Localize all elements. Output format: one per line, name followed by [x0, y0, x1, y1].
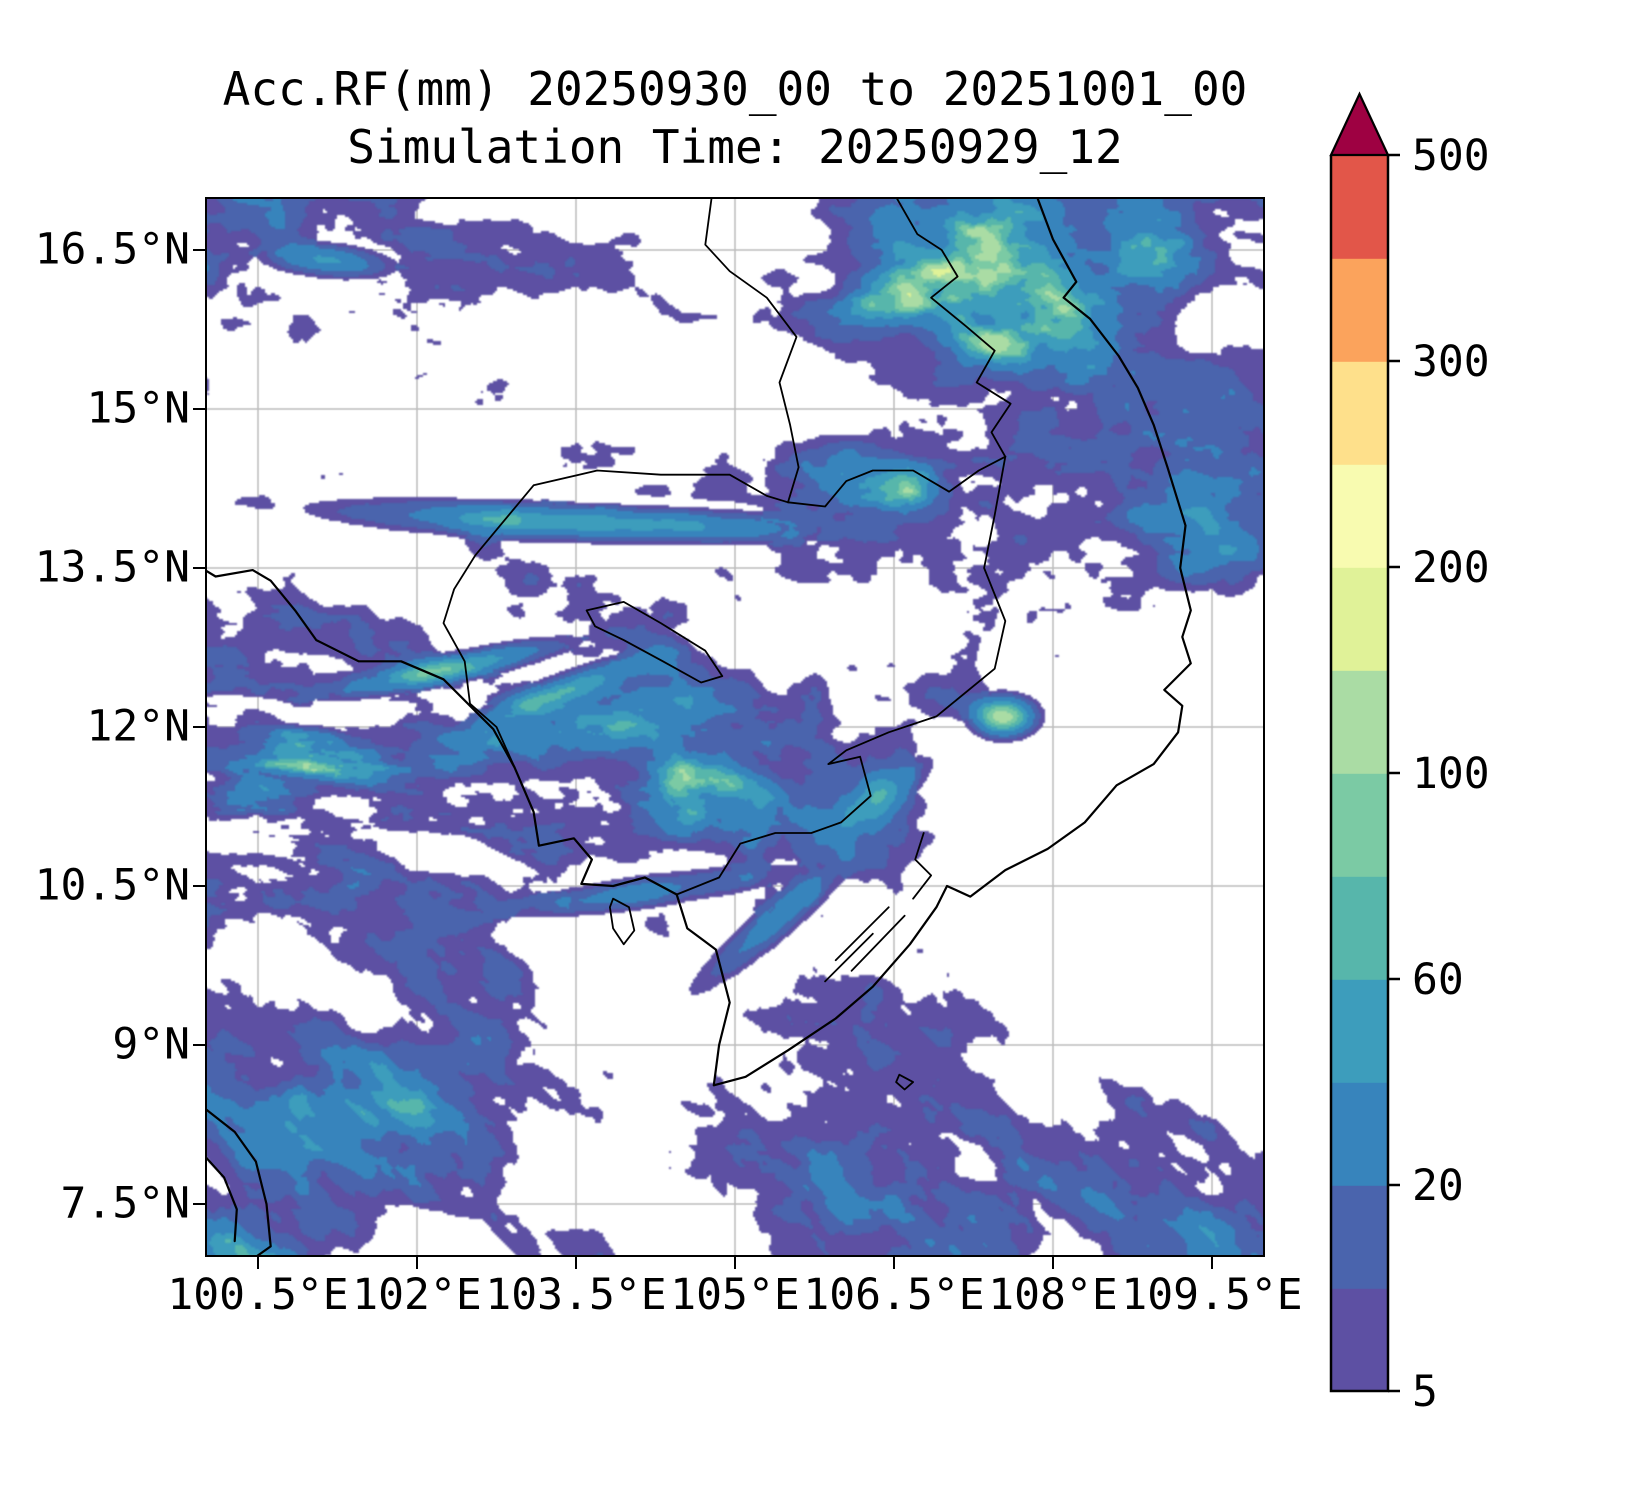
- colorbar-segment: [1331, 258, 1388, 362]
- x-tick-label: 106.5°E: [803, 1270, 985, 1320]
- map-boundary-line: [205, 1107, 272, 1257]
- map-boundary-line: [834, 906, 890, 962]
- x-tick-mark: [1051, 1257, 1055, 1269]
- x-tick-label: 100.5°E: [167, 1270, 349, 1320]
- map-boundary-line: [675, 455, 1007, 896]
- colorbar-segment: [1331, 464, 1388, 568]
- colorbar-segment: [1331, 567, 1388, 671]
- map-boundary-line: [787, 455, 1007, 508]
- colorbar: 5 20 60 100 200 300 500: [1329, 91, 1490, 1417]
- colorbar-segment: [1331, 773, 1388, 877]
- map-boundary-line: [205, 1155, 238, 1243]
- y-tick-mark: [193, 884, 205, 888]
- y-tick-mark: [193, 566, 205, 570]
- colorbar-segment: [1331, 670, 1388, 774]
- map-plot: [205, 197, 1265, 1257]
- y-tick-label: 10.5°N: [34, 860, 190, 911]
- map-boundary-line: [895, 1073, 914, 1091]
- colorbar-tick-label: 500: [1412, 131, 1490, 181]
- map-boundary-line: [675, 197, 1192, 1087]
- map-boundary-line: [824, 932, 874, 983]
- colorbar-tick-label: 20: [1412, 1161, 1464, 1211]
- x-tick-label: 105°E: [670, 1270, 800, 1320]
- colorbar-segment: [1331, 979, 1388, 1083]
- y-tick-label: 7.5°N: [60, 1178, 190, 1229]
- chart-title: Acc.RF(mm) 20250930_00 to 20251001_00: [222, 62, 1248, 116]
- x-tick-mark: [892, 1257, 896, 1269]
- colorbar-segment: [1331, 1082, 1388, 1186]
- x-tick-mark: [733, 1257, 737, 1269]
- map-boundary-line: [585, 601, 724, 684]
- x-tick-label: 108°E: [988, 1270, 1118, 1320]
- map-boundary-line: [895, 197, 1012, 458]
- y-tick-mark: [193, 1043, 205, 1047]
- colorbar-extend-arrow: [1329, 91, 1390, 157]
- map-borders-overlay: [205, 197, 1192, 1257]
- x-tick-label: 102°E: [352, 1270, 482, 1320]
- colorbar-tick-label: 200: [1412, 543, 1490, 593]
- y-tick-label: 16.5°N: [34, 224, 190, 275]
- y-tick-label: 15°N: [86, 383, 190, 434]
- colorbar-tick-label: 100: [1412, 749, 1490, 799]
- colorbar-segment: [1331, 876, 1388, 980]
- map-boundary-line: [205, 569, 678, 896]
- colorbar-segment: [1331, 1288, 1388, 1392]
- chart-subtitle: Simulation Time: 20250929_12: [347, 120, 1123, 174]
- y-tick-label: 9°N: [112, 1019, 190, 1070]
- y-tick-mark: [193, 248, 205, 252]
- map-boundary-line: [704, 197, 800, 504]
- colorbar-segment: [1331, 155, 1388, 259]
- x-tick-mark: [256, 1257, 260, 1269]
- x-tick-label: 109.5°E: [1121, 1270, 1303, 1320]
- map-boundary-line: [442, 469, 789, 769]
- y-tick-label: 13.5°N: [34, 542, 190, 593]
- x-tick-label: 103.5°E: [485, 1270, 667, 1320]
- colorbar-segment: [1331, 1185, 1388, 1289]
- colorbar-tick-label: 300: [1412, 337, 1490, 387]
- x-tick-mark: [574, 1257, 578, 1269]
- y-tick-mark: [193, 725, 205, 729]
- colorbar-tick-label: 5: [1412, 1367, 1438, 1417]
- colorbar-tick-label: 60: [1412, 955, 1464, 1005]
- x-tick-mark: [415, 1257, 419, 1269]
- y-tick-mark: [193, 1202, 205, 1206]
- x-tick-mark: [1210, 1257, 1214, 1269]
- colorbar-segment: [1331, 361, 1388, 465]
- y-tick-label: 12°N: [86, 701, 190, 752]
- map-boundary-line: [609, 897, 636, 946]
- map-boundary-line: [912, 832, 932, 900]
- map-boundary-line: [850, 914, 906, 972]
- y-tick-mark: [193, 407, 205, 411]
